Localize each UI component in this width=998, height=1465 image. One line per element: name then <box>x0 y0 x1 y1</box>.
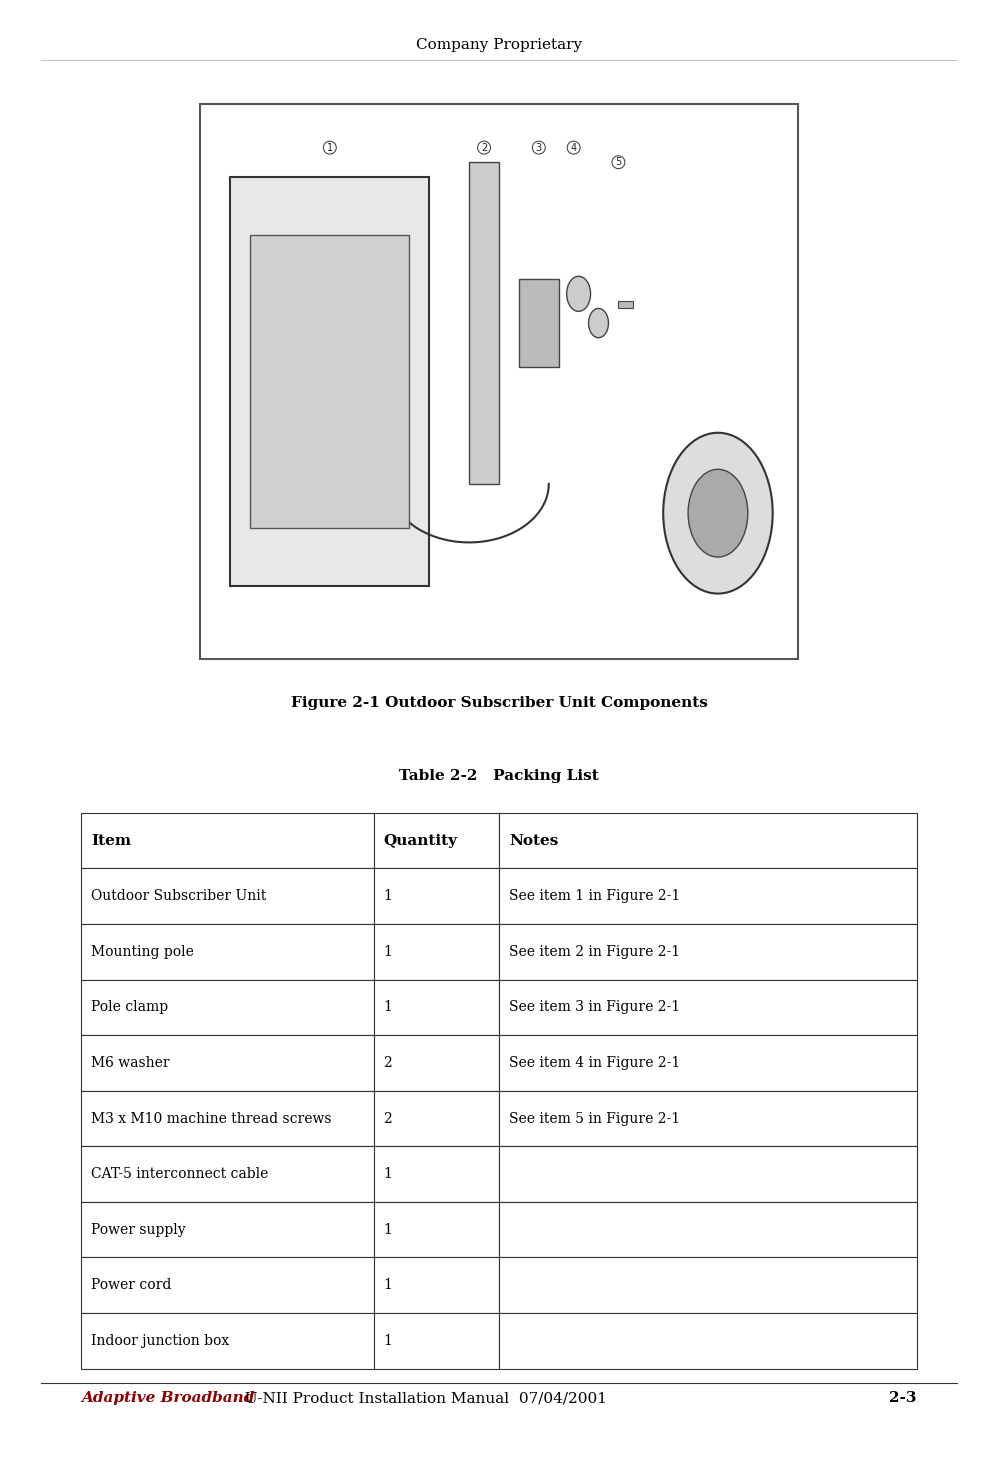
Circle shape <box>664 432 772 593</box>
Text: 1: 1 <box>383 1333 392 1348</box>
Bar <box>373 1036 499 1091</box>
Circle shape <box>688 469 748 557</box>
Bar <box>499 924 917 980</box>
Bar <box>81 980 373 1036</box>
Bar <box>373 1257 499 1313</box>
Text: M3 x M10 machine thread screws: M3 x M10 machine thread screws <box>91 1112 331 1125</box>
Text: Table 2-2   Packing List: Table 2-2 Packing List <box>399 769 599 784</box>
Text: U-NII Product Installation Manual  07/04/2001: U-NII Product Installation Manual 07/04/… <box>236 1392 607 1405</box>
Bar <box>519 280 559 366</box>
Text: Quantity: Quantity <box>383 834 457 848</box>
Bar <box>250 236 409 527</box>
Bar <box>81 1146 373 1201</box>
Bar <box>499 869 917 924</box>
Text: Outdoor Subscriber Unit: Outdoor Subscriber Unit <box>91 889 266 904</box>
Bar <box>373 869 499 924</box>
Text: Indoor junction box: Indoor junction box <box>91 1333 230 1348</box>
Text: 2: 2 <box>481 142 487 152</box>
Text: See item 1 in Figure 2-1: See item 1 in Figure 2-1 <box>509 889 681 904</box>
Text: Item: Item <box>91 834 131 848</box>
Text: 1: 1 <box>326 142 333 152</box>
Text: 1: 1 <box>383 945 392 958</box>
Bar <box>81 869 373 924</box>
Text: 1: 1 <box>383 1001 392 1014</box>
Bar <box>499 1146 917 1201</box>
Text: 5: 5 <box>616 157 622 167</box>
Bar <box>373 813 499 869</box>
Text: See item 5 in Figure 2-1: See item 5 in Figure 2-1 <box>509 1112 680 1125</box>
Bar <box>469 163 499 483</box>
Text: 2: 2 <box>383 1056 392 1069</box>
Text: See item 2 in Figure 2-1: See item 2 in Figure 2-1 <box>509 945 680 958</box>
Bar <box>499 1313 917 1368</box>
Text: 2-3: 2-3 <box>889 1392 917 1405</box>
Text: M6 washer: M6 washer <box>91 1056 170 1069</box>
Bar <box>81 924 373 980</box>
Bar <box>373 1313 499 1368</box>
Text: See item 4 in Figure 2-1: See item 4 in Figure 2-1 <box>509 1056 681 1069</box>
Bar <box>231 177 429 586</box>
Text: Power cord: Power cord <box>91 1279 172 1292</box>
Text: Adaptive Broadband: Adaptive Broadband <box>81 1392 254 1405</box>
Text: 3: 3 <box>536 142 542 152</box>
Bar <box>619 302 634 309</box>
Bar <box>81 1201 373 1257</box>
Bar <box>499 1201 917 1257</box>
Text: Pole clamp: Pole clamp <box>91 1001 168 1014</box>
Text: See item 3 in Figure 2-1: See item 3 in Figure 2-1 <box>509 1001 680 1014</box>
Bar <box>499 1091 917 1146</box>
Bar <box>499 1036 917 1091</box>
Text: 2: 2 <box>383 1112 392 1125</box>
Text: Mounting pole: Mounting pole <box>91 945 194 958</box>
Text: 1: 1 <box>383 1223 392 1236</box>
Text: 1: 1 <box>383 889 392 904</box>
Text: CAT-5 interconnect cable: CAT-5 interconnect cable <box>91 1168 268 1181</box>
Bar <box>373 1091 499 1146</box>
Text: 1: 1 <box>383 1279 392 1292</box>
Bar <box>81 1313 373 1368</box>
Circle shape <box>567 277 591 312</box>
Bar <box>499 980 917 1036</box>
Bar <box>373 1146 499 1201</box>
Bar <box>81 1257 373 1313</box>
Bar <box>81 1091 373 1146</box>
Bar <box>499 813 917 869</box>
Text: Power supply: Power supply <box>91 1223 186 1236</box>
Bar <box>373 924 499 980</box>
Text: Notes: Notes <box>509 834 558 848</box>
Text: Figure 2-1 Outdoor Subscriber Unit Components: Figure 2-1 Outdoor Subscriber Unit Compo… <box>290 696 708 711</box>
Circle shape <box>589 309 609 338</box>
Bar <box>373 1201 499 1257</box>
Text: Company Proprietary: Company Proprietary <box>416 38 582 51</box>
Bar <box>201 104 797 659</box>
Bar <box>499 1257 917 1313</box>
Text: 4: 4 <box>571 142 577 152</box>
Bar <box>81 813 373 869</box>
Bar <box>81 1036 373 1091</box>
Bar <box>373 980 499 1036</box>
Text: 1: 1 <box>383 1168 392 1181</box>
